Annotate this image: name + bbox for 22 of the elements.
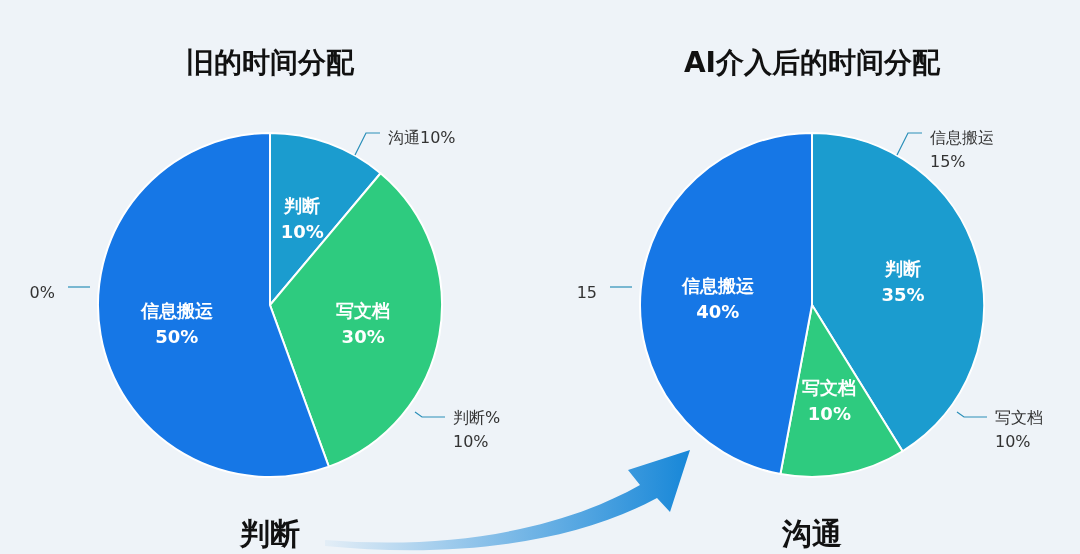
text: 判断 (239, 516, 300, 551)
text: 写文档 10% (995, 408, 1043, 451)
slice-label: 判断 (283, 195, 321, 217)
chart-title: AI介入后的时间分配 (683, 46, 942, 79)
text: 判断% 10% (453, 408, 501, 451)
data-label: 35% (881, 284, 925, 306)
text: 沟通 (781, 516, 842, 551)
text: 沟通10% (388, 128, 456, 147)
data-label: 30% (341, 326, 385, 348)
slice-label: 写文档 (802, 376, 857, 398)
data-label: 40% (696, 301, 740, 323)
data-label: 10% (807, 402, 851, 424)
slice-label: 信息搬运 (680, 275, 754, 297)
data-label: 10% (280, 221, 324, 243)
text: 0% (29, 283, 55, 302)
chart-title: 旧的时间分配 (186, 46, 355, 79)
slice-label: 信息搬运 (139, 300, 213, 322)
slice-label: 判断 (883, 258, 921, 280)
slice-label: 写文档 (336, 300, 391, 322)
data-label: 50% (155, 326, 199, 348)
text: 15 (576, 283, 597, 302)
text: 信息搬运 15% (930, 128, 994, 171)
